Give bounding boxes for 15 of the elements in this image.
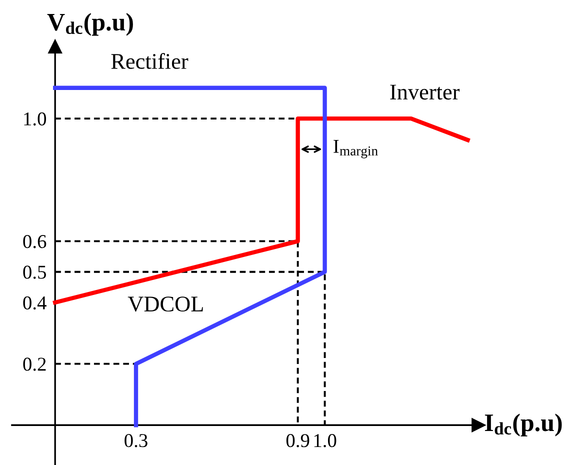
x-tick-label: 1.0 — [314, 434, 336, 448]
x-tick-label: 0.3 — [124, 434, 148, 448]
line-series — [53, 86, 327, 428]
annotation: VDCOL — [128, 296, 203, 312]
y-tick-label: 0.2 — [23, 358, 46, 371]
annotation: I$_{margin}$ — [334, 140, 378, 158]
series-label: Inverter — [390, 84, 460, 100]
y-tick-label: 0.6 — [23, 235, 46, 248]
x-tick-label: 0.9 — [286, 434, 310, 448]
y-tick-label: 1.0 — [24, 112, 46, 126]
y-axis-title: V$_{dc}$(p.u) — [47, 13, 133, 36]
y-tick-label: 0.5 — [23, 266, 46, 279]
series-label: Rectifier — [111, 53, 188, 69]
x-axis-title: I$_{dc}$(p.u) — [484, 414, 562, 436]
y-tick-label: 0.4 — [23, 296, 46, 310]
